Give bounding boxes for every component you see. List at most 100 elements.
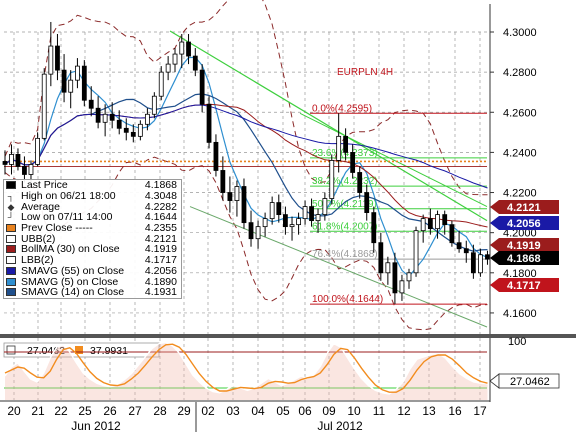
legend-value: 4.2056 xyxy=(144,264,177,277)
candle-body xyxy=(35,137,40,165)
candle-body xyxy=(68,79,74,93)
price-tag-pointer xyxy=(490,251,499,265)
legend-value: 4.2121 xyxy=(144,232,177,245)
legend-row: SMAVG (14) on Close 4.1931 xyxy=(4,286,181,299)
candle-body xyxy=(371,212,377,244)
time-axis: 20 21 22 25 26 27 28 29 02 03 04 05 06 09 10 11 12 13 16 17… xyxy=(0,400,490,433)
fib-level-label: 50.0%(4.2119) xyxy=(312,199,377,210)
legend-swatch xyxy=(6,256,16,265)
legend-row: ◆ Average 4.2282 xyxy=(4,200,181,213)
candle-body xyxy=(241,186,247,224)
candle-body xyxy=(199,69,205,105)
day-tick-label: 12 xyxy=(397,404,411,418)
legend-label: SMAVG (5) on Close xyxy=(21,275,119,288)
candle-body xyxy=(130,131,136,137)
panel-separator xyxy=(0,334,576,338)
legend-value: 4.1644 xyxy=(144,211,177,224)
candle-body xyxy=(364,192,370,214)
price-tag-value: 4.2121 xyxy=(507,202,541,214)
legend-label: Average xyxy=(21,200,60,213)
fib-level-label: 76.4%(4.1868) xyxy=(312,249,378,260)
price-tag xyxy=(499,251,559,265)
candle-body xyxy=(158,71,164,97)
day-tick-label: 13 xyxy=(422,404,436,418)
candle-body xyxy=(456,242,462,250)
oscillator-d-swatch xyxy=(75,346,83,354)
oscillator-last-value: 27.0462 xyxy=(510,376,550,388)
candle-body xyxy=(343,135,349,153)
price-tag-pointer xyxy=(490,238,499,252)
fib-level-label: 100.0%(4.1644) xyxy=(312,294,383,305)
candle-body xyxy=(427,218,433,230)
candle-body xyxy=(385,262,391,274)
oscillator-tick-label: 100 xyxy=(508,336,526,348)
day-tick-label: 22 xyxy=(54,404,68,418)
legend-row: ┐ High on 06/21 18:00 4.3048 xyxy=(4,190,181,202)
oscillator-k-line xyxy=(4,341,488,395)
oscillator-d-value: 37.9931 xyxy=(90,345,128,357)
candle-body xyxy=(470,252,476,274)
tick-icon: ┘ xyxy=(7,212,15,223)
price-tag-value: 4.1919 xyxy=(507,240,541,252)
day-tick-label: 10 xyxy=(347,404,361,418)
candle-body xyxy=(315,214,321,222)
legend-value: 4.1717 xyxy=(144,254,177,267)
candle-body xyxy=(123,127,129,133)
candle-body xyxy=(48,45,54,75)
legend-value: 4.1868 xyxy=(144,179,177,192)
legend-value: 4.1919 xyxy=(144,243,177,256)
price-tick-label: 4.1800 xyxy=(503,268,537,280)
candle-body xyxy=(463,248,469,254)
oscillator-d-line xyxy=(4,343,488,393)
candle-body xyxy=(61,69,67,93)
legend-swatch xyxy=(6,224,16,233)
candle-body xyxy=(406,272,412,282)
candle-body xyxy=(269,202,275,220)
candle-body xyxy=(179,41,185,55)
candle-body xyxy=(116,119,122,129)
day-tick-label: 20 xyxy=(7,404,21,418)
day-tick-label: 27 xyxy=(128,404,142,418)
candle-body xyxy=(9,154,14,165)
month-label: Jul 2012 xyxy=(317,419,363,433)
legend-swatch xyxy=(6,245,16,254)
candle-body xyxy=(55,45,60,71)
legend-row: LBB(2) 4.1717 xyxy=(4,254,181,267)
day-tick-label: 29 xyxy=(177,404,191,418)
candle-body xyxy=(392,262,398,294)
fib-level-label: 23.6%(4.2373) xyxy=(312,148,378,159)
day-tick-label: 25 xyxy=(78,404,92,418)
candle-body xyxy=(296,218,301,226)
channel-mid-line xyxy=(299,112,488,208)
candle-body xyxy=(213,141,219,171)
day-tick-label: 09 xyxy=(322,404,336,418)
legend-row: Last Price 4.1868 xyxy=(4,179,181,192)
candle-body xyxy=(413,230,419,274)
day-tick-label: 26 xyxy=(103,404,117,418)
price-tick-label: 4.2200 xyxy=(503,188,537,200)
legend-label: SMAVG (14) on Close xyxy=(21,286,125,299)
candle-body xyxy=(289,224,295,228)
price-axis: 4.3000 4.2800 4.2600 4.2400 4.2200 4.2000 4.18… xyxy=(489,4,537,402)
reference-lines xyxy=(4,160,487,167)
candle-body xyxy=(88,99,94,109)
legend-label: Low on 07/11 14:00 xyxy=(21,211,113,224)
legend-label: Prev Close ----- xyxy=(21,222,93,235)
legend-row: BollMA (30) on Close 4.1919 xyxy=(4,243,181,256)
candle-body xyxy=(378,242,384,274)
price-tick-label: 4.2600 xyxy=(503,107,537,119)
legend-label: BollMA (30) on Close xyxy=(21,243,120,256)
candle-body xyxy=(137,123,143,137)
candle-body xyxy=(420,218,426,232)
legend-label: Last Price xyxy=(21,179,68,192)
candle-body xyxy=(234,186,240,201)
candle-body xyxy=(144,113,150,125)
legend-swatch xyxy=(6,266,16,275)
candle-body xyxy=(102,113,108,123)
candle-body xyxy=(283,214,288,228)
legend-swatch xyxy=(6,288,16,297)
price-tag xyxy=(499,238,559,252)
